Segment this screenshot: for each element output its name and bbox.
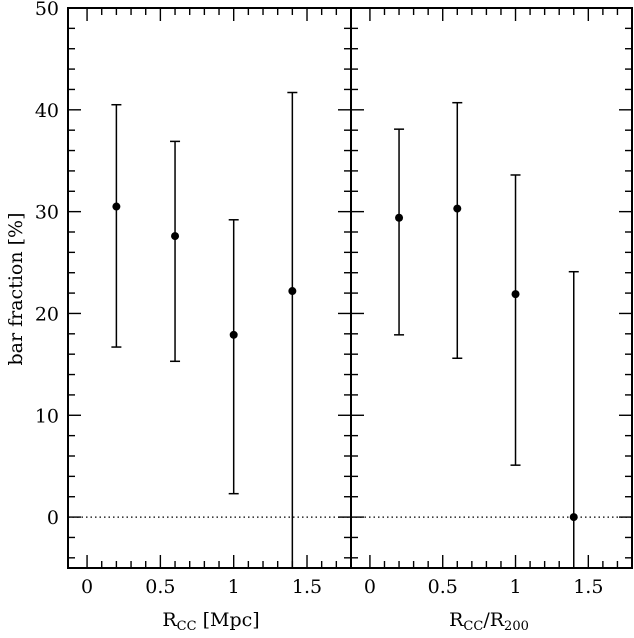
data-point xyxy=(229,330,238,339)
x-tick-label: 1.5 xyxy=(573,576,603,598)
data-point xyxy=(453,204,462,213)
y-tick-label: 40 xyxy=(35,100,59,122)
x-tick-label: 0 xyxy=(364,576,376,598)
x-tick-label: 0 xyxy=(81,576,93,598)
data-point xyxy=(511,290,520,299)
x-tick-label: 1 xyxy=(228,576,240,598)
panel-left: 0 0.5 1 1.5 0 10 20 30 40 50 xyxy=(35,0,352,598)
y-tick-label: 0 xyxy=(47,507,59,529)
y-tick-label: 50 xyxy=(35,0,59,20)
y-tick-label: 20 xyxy=(35,303,59,325)
data-point xyxy=(395,213,404,222)
x-axis-label-right: RCC/R200 xyxy=(449,609,529,633)
data-point xyxy=(112,202,121,211)
data-point xyxy=(569,513,578,522)
data-point xyxy=(171,232,180,241)
x-tick-label: 1 xyxy=(509,576,521,598)
x-tick-label: 0.5 xyxy=(145,576,175,598)
x-tick-label: 1.5 xyxy=(292,576,322,598)
y-tick-label: 30 xyxy=(35,202,59,224)
plot-frame xyxy=(350,7,633,569)
plot-frame xyxy=(67,7,352,569)
y-axis-label: bar fraction [%] xyxy=(5,212,27,365)
x-tick-label: 0.5 xyxy=(428,576,458,598)
y-tick-label: 10 xyxy=(35,405,59,427)
x-axis-label-left: RCC [Mpc] xyxy=(162,609,259,633)
panel-right: 0 0.5 1 1.5 xyxy=(350,7,633,598)
data-point xyxy=(288,287,297,296)
